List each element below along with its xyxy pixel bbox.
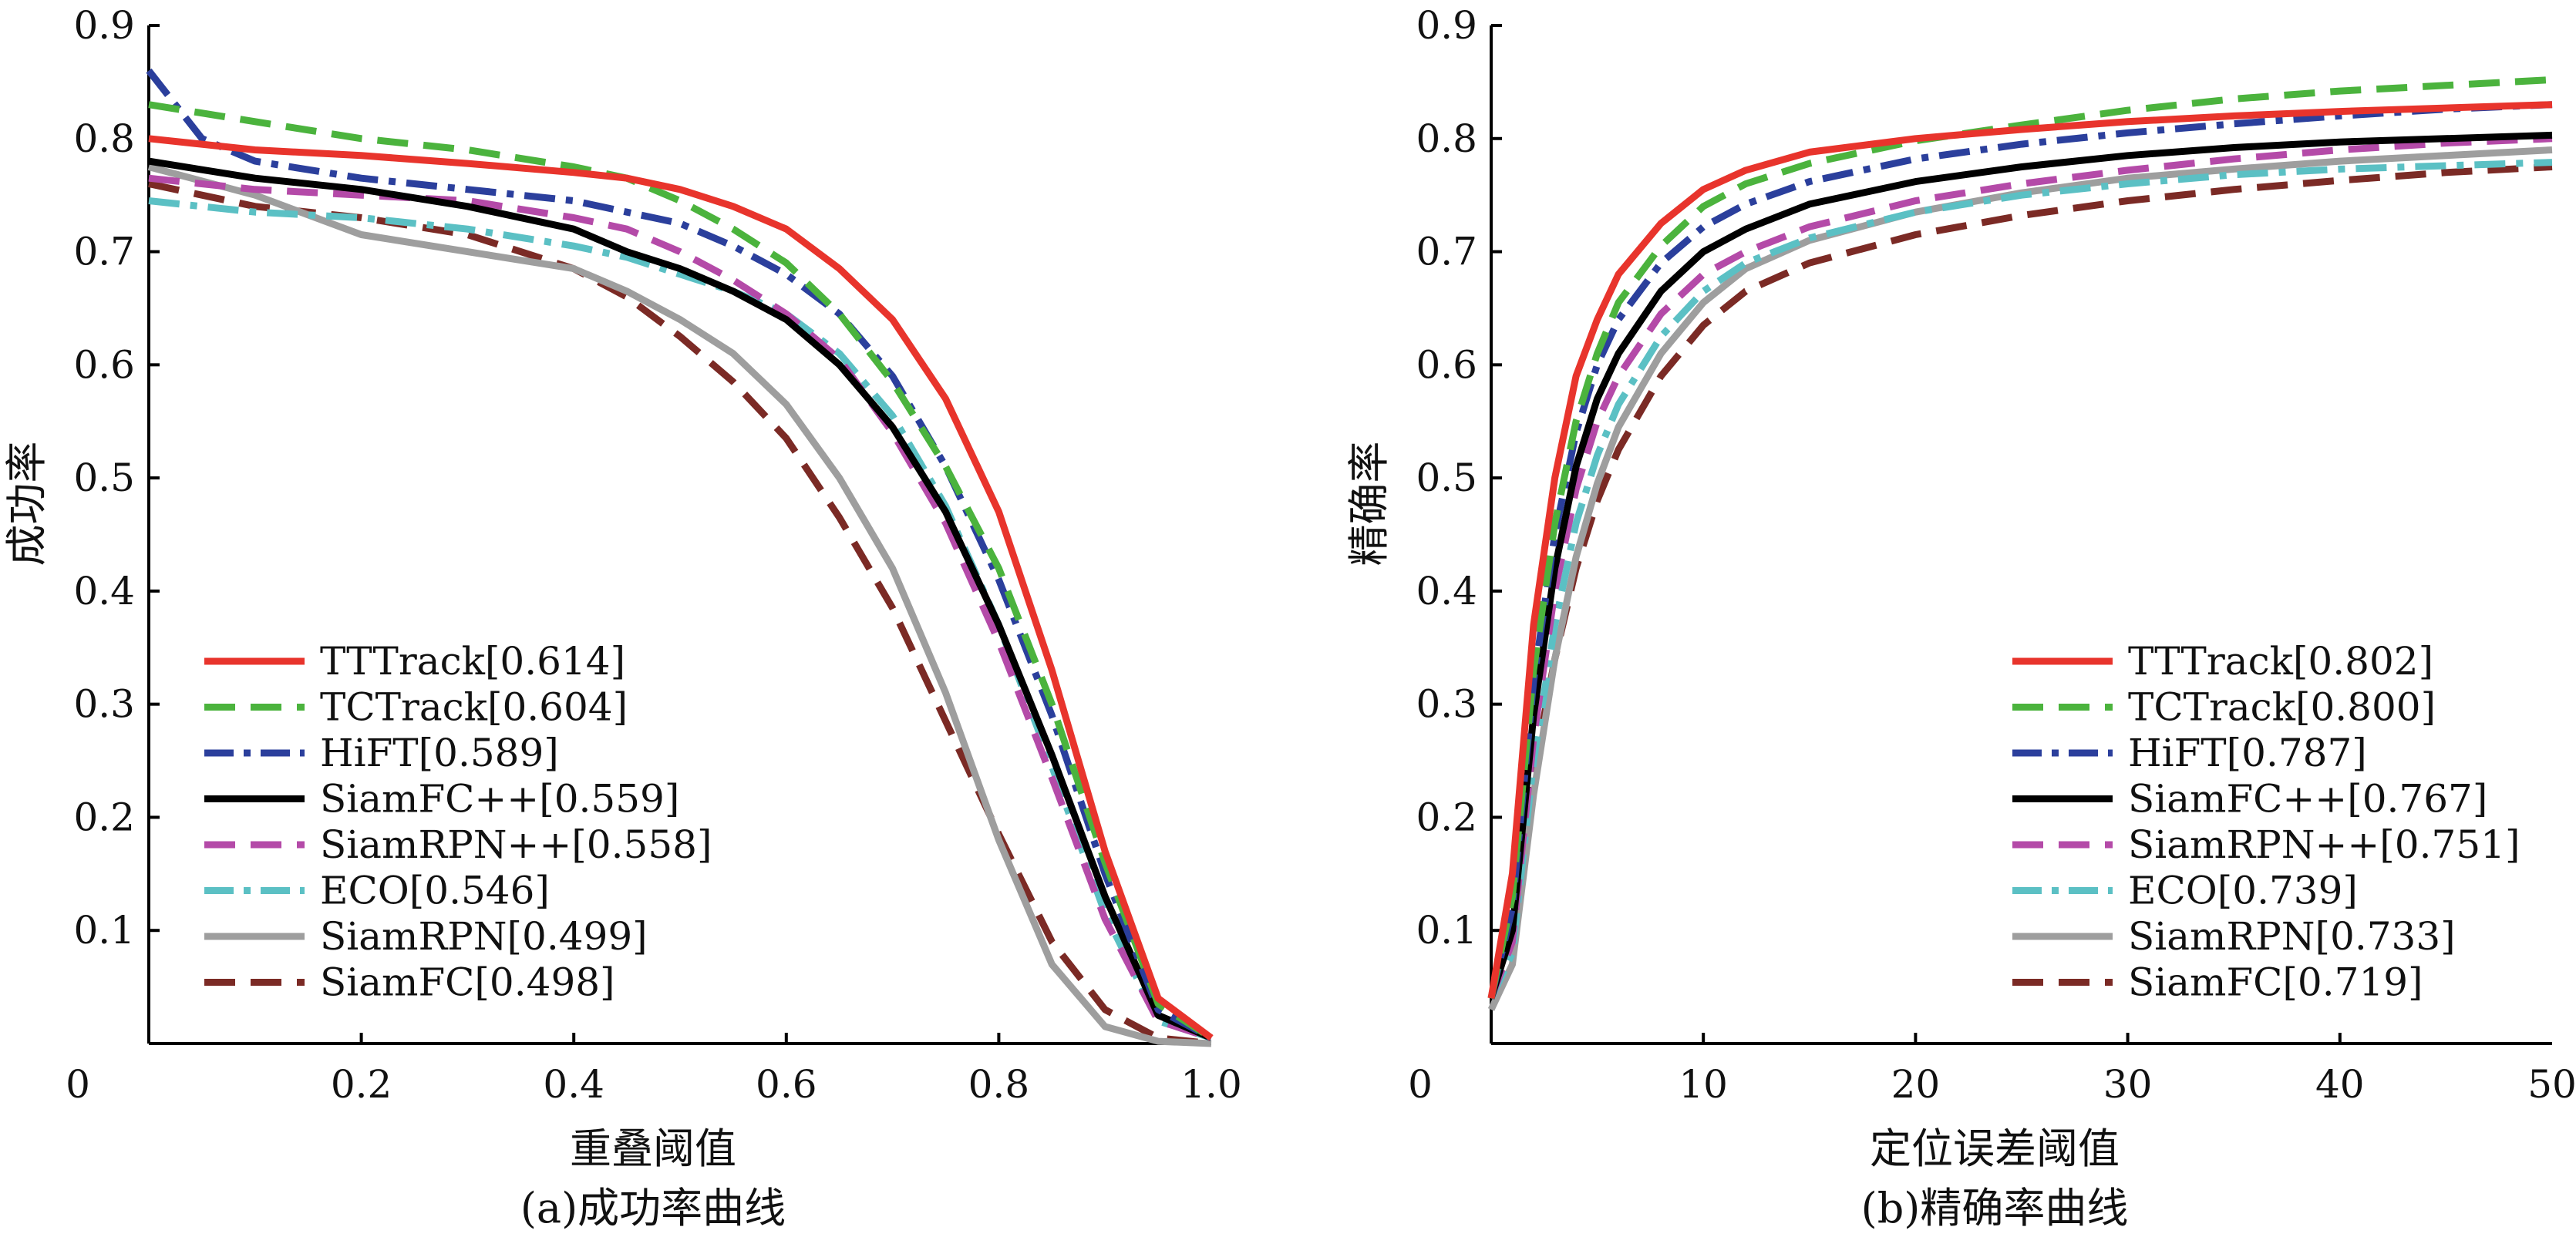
legend: TTTrack[0.802]TCTrack[0.800]HiFT[0.787]S… <box>2012 639 2520 1005</box>
x-tick-label: 10 <box>1679 1062 1728 1107</box>
legend-item: SiamRPN[0.499] <box>204 914 648 959</box>
legend-item: SiamRPN++[0.751] <box>2012 822 2520 867</box>
series-line <box>146 68 1214 1041</box>
y-tick-label: 0.2 <box>73 795 135 839</box>
series-line <box>147 163 1212 1047</box>
y-tick-label: 0.4 <box>73 569 135 613</box>
x-tick-label: 0.8 <box>968 1062 1030 1107</box>
legend-label: ECO[0.739] <box>2128 869 2358 913</box>
y-axis-title: 成功率 <box>2 442 51 566</box>
legend-label: TCTrack[0.604] <box>320 685 628 730</box>
series-line <box>148 101 1214 1041</box>
legend-item: SiamFC[0.498] <box>204 960 615 1005</box>
x-tick-label: 1.0 <box>1180 1062 1242 1107</box>
x-tick-label: 0.2 <box>331 1062 392 1107</box>
y-tick-label: 0.6 <box>1416 342 1477 387</box>
series-line <box>1487 101 2553 1000</box>
legend-item: HiFT[0.589] <box>204 731 559 775</box>
y-tick-label: 0.5 <box>73 455 135 500</box>
series-line <box>1487 131 2553 1000</box>
y-tick-label: 0.8 <box>1416 116 1477 161</box>
legend-item: TCTrack[0.800] <box>2012 685 2436 730</box>
y-tick-label: 0.1 <box>73 908 135 953</box>
legend-item: SiamFC[0.719] <box>2012 960 2423 1005</box>
axes: 0.1 0.2 0.3 0.4 0.5 0.6 0.7 0.8 0.9 0 10 20 30 40 50 <box>1408 3 2576 1107</box>
axes: 0.1 0.2 0.3 0.4 0.5 0.6 0.7 0.8 0.9 0 0.2 0.4 0.6 0.8… <box>66 3 1242 1107</box>
y-tick-label: 0.9 <box>73 3 135 48</box>
series-line <box>148 157 1213 1041</box>
series-line <box>1487 135 2553 1000</box>
legend-label: HiFT[0.589] <box>320 731 559 775</box>
x-tick-label: 30 <box>2103 1062 2153 1107</box>
x-tick-label: 0 <box>66 1062 90 1107</box>
y-tick-label: 0.3 <box>1416 682 1477 727</box>
x-tick-label: 0.4 <box>543 1062 604 1107</box>
chart-caption: (b)精确率曲线 <box>1861 1184 2129 1232</box>
legend-label: TTTrack[0.614] <box>320 639 625 684</box>
legend-item: TCTrack[0.604] <box>204 685 628 730</box>
series-line <box>148 174 1213 1041</box>
y-tick-label: 0.3 <box>73 682 135 727</box>
x-tick-label: 40 <box>2315 1062 2365 1107</box>
series-line <box>1487 159 2553 1000</box>
legend-label: TTTrack[0.802] <box>2128 639 2433 684</box>
legend-item: HiFT[0.787] <box>2012 731 2367 775</box>
legend-item: TTTrack[0.802] <box>2012 639 2433 684</box>
y-tick-label: 0.7 <box>73 230 135 274</box>
legend-label: SiamRPN[0.499] <box>320 914 648 959</box>
legend-label: SiamFC++[0.767] <box>2128 777 2487 822</box>
legend-item: SiamRPN[0.733] <box>2012 914 2456 959</box>
legend-label: SiamRPN++[0.751] <box>2128 822 2520 867</box>
series-line <box>1487 163 2553 1000</box>
x-axis-title: 重叠阈值 <box>570 1124 736 1173</box>
legend-label: SiamFC++[0.559] <box>320 777 679 822</box>
chart-caption: (a)成功率曲线 <box>520 1184 786 1232</box>
legend-item: SiamRPN++[0.558] <box>204 822 712 867</box>
series-line <box>148 135 1214 1041</box>
legend-item: ECO[0.546] <box>204 869 550 913</box>
legend-item: SiamFC++[0.767] <box>2012 777 2487 822</box>
y-tick-label: 0.6 <box>73 342 135 387</box>
x-tick-label: 50 <box>2527 1062 2576 1107</box>
legend-label: SiamFC[0.498] <box>320 960 615 1005</box>
success-rate-chart: 0.1 0.2 0.3 0.4 0.5 0.6 0.7 0.8 0.9 0 0.2 0.4 0.6 0.8… <box>2 3 1242 1232</box>
y-tick-label: 0.7 <box>1416 230 1477 274</box>
legend-item: TTTrack[0.614] <box>204 639 625 684</box>
precision-rate-chart: 0.1 0.2 0.3 0.4 0.5 0.6 0.7 0.8 0.9 0 10 20 30 40 50 定位… <box>1345 3 2576 1232</box>
legend-item: SiamFC++[0.559] <box>204 777 679 822</box>
series-lines <box>1487 76 2553 1011</box>
series-line <box>148 197 1213 1041</box>
y-tick-label: 0.5 <box>1416 455 1477 500</box>
legend-label: HiFT[0.787] <box>2128 731 2367 775</box>
legend-item: ECO[0.739] <box>2012 869 2358 913</box>
x-axis-title: 定位误差阈值 <box>1870 1124 2120 1173</box>
y-tick-label: 0.8 <box>73 116 135 161</box>
legend-label: SiamRPN[0.733] <box>2128 914 2456 959</box>
legend-label: SiamRPN++[0.558] <box>320 822 712 867</box>
x-tick-label: 0.6 <box>756 1062 817 1107</box>
series-lines <box>146 68 1214 1047</box>
legend-label: SiamFC[0.719] <box>2128 960 2423 1005</box>
y-tick-label: 0.4 <box>1416 569 1477 613</box>
series-line <box>1487 146 2553 1011</box>
y-tick-label: 0.9 <box>1416 3 1477 48</box>
y-tick-label: 0.1 <box>1416 908 1477 953</box>
legend: TTTrack[0.614]TCTrack[0.604]HiFT[0.589]S… <box>204 639 712 1005</box>
legend-label: TCTrack[0.800] <box>2128 685 2436 730</box>
x-tick-label: 20 <box>1891 1062 1941 1107</box>
legend-label: ECO[0.546] <box>320 869 550 913</box>
series-line <box>1487 76 2553 1000</box>
y-tick-label: 0.2 <box>1416 795 1477 839</box>
x-tick-label: 0 <box>1408 1062 1433 1107</box>
y-axis-title: 精确率 <box>1345 442 1393 566</box>
series-line <box>148 180 1212 1047</box>
